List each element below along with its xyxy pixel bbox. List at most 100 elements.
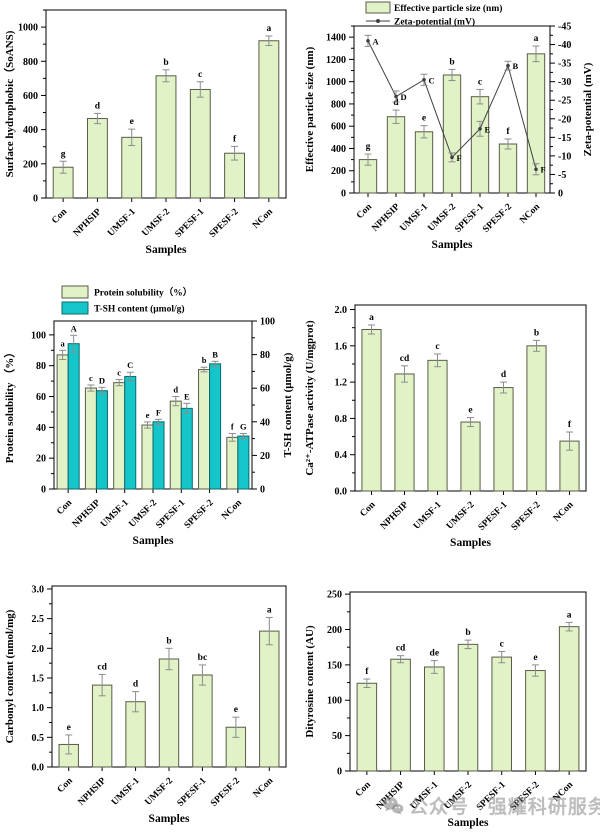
- error-bars: [59, 334, 247, 442]
- bar-Con: [56, 354, 69, 490]
- svg-text:1000: 1000: [326, 77, 346, 88]
- svg-text:e: e: [234, 705, 238, 715]
- svg-text:400: 400: [23, 125, 38, 136]
- svg-text:SPESF-2: SPESF-2: [209, 776, 242, 809]
- svg-text:b: b: [166, 636, 171, 646]
- bar-SPESF-2: [209, 363, 222, 490]
- y-axis-left: 0 50 100 150 200 250: [327, 590, 350, 778]
- svg-text:2.5: 2.5: [32, 614, 45, 625]
- bar-UMSF-2: [141, 424, 154, 490]
- significance-letters: g d e b c f a: [61, 24, 272, 159]
- svg-text:a: a: [267, 605, 272, 615]
- bar-SPESF-1: [493, 387, 514, 492]
- svg-text:200: 200: [23, 159, 38, 170]
- svg-text:1.5: 1.5: [32, 673, 45, 684]
- svg-text:1.0: 1.0: [32, 703, 45, 714]
- svg-text:NCon: NCon: [220, 498, 244, 522]
- svg-text:E: E: [184, 391, 190, 401]
- svg-text:600: 600: [23, 91, 38, 102]
- svg-text:2.0: 2.0: [335, 305, 348, 316]
- bars: [361, 328, 580, 492]
- zeta-line: A D C F E B F: [364, 34, 546, 176]
- svg-text:b: b: [163, 58, 168, 68]
- bars: [356, 626, 580, 772]
- chart-panel-solubility-tsh: 0 20 40 60 80 100 0 20 40 60 80 100 Con NPHSIP UMSF-1 U…: [0, 278, 300, 555]
- svg-text:NCon: NCon: [552, 500, 576, 524]
- svg-text:0: 0: [337, 767, 342, 778]
- svg-text:d: d: [501, 370, 507, 380]
- svg-text:NCon: NCon: [252, 776, 276, 800]
- bars: [56, 343, 250, 490]
- bar-NCon: [259, 630, 280, 768]
- svg-text:UMSF-1: UMSF-1: [409, 780, 441, 812]
- y-axis-label: Protein solubility （%）: [3, 347, 16, 464]
- chart-panel-dityrosine: 0 50 100 150 200 250 Con NPHSIP UMSF-1 UMSF-2 SPES…: [300, 556, 600, 832]
- x-axis-label: Samples: [149, 813, 190, 825]
- svg-text:f: f: [568, 420, 572, 430]
- svg-text:1.2: 1.2: [335, 378, 348, 389]
- bar-SPESF-1: [169, 400, 182, 490]
- bar-NPHSIP: [386, 116, 406, 194]
- svg-text:0: 0: [558, 189, 563, 200]
- chart-panel-ca-atpase: 0.0 0.4 0.8 1.2 1.6 2.0 Con NPHSIP UMSF-1 UMSF-2 S…: [300, 278, 600, 555]
- svg-text:b: b: [534, 328, 539, 338]
- svg-text:80: 80: [36, 361, 46, 372]
- svg-text:c: c: [117, 368, 121, 378]
- zeta-point: [534, 167, 538, 172]
- svg-text:Con: Con: [56, 776, 76, 796]
- svg-text:SPESF-2: SPESF-2: [509, 780, 542, 813]
- error-bars: [59, 35, 273, 174]
- bar-UMSF-1: [424, 666, 445, 772]
- svg-text:0: 0: [341, 189, 346, 200]
- svg-text:C: C: [429, 75, 435, 85]
- svg-text:a: a: [534, 34, 539, 44]
- bar-UMSF-2: [155, 75, 177, 199]
- svg-text:2.0: 2.0: [32, 644, 45, 655]
- svg-text:UMSF-2: UMSF-2: [442, 780, 474, 812]
- bar-NCon: [558, 626, 580, 772]
- svg-text:SPESF-1: SPESF-1: [174, 207, 207, 240]
- svg-text:SPESF-2: SPESF-2: [208, 207, 241, 240]
- y-axis-label-right: T-SH content (μmol/g): [282, 352, 294, 457]
- svg-text:Protein solubility（%）: Protein solubility（%）: [94, 287, 192, 299]
- svg-text:UMSF-2: UMSF-2: [140, 207, 172, 239]
- bar-UMSF-2: [158, 658, 180, 768]
- svg-text:F: F: [541, 165, 546, 175]
- y-axis-left: 0.0 0.5 1.0 1.5 2.0 2.5 3.0: [32, 584, 52, 774]
- svg-text:-40: -40: [558, 40, 571, 51]
- svg-text:60: 60: [260, 384, 270, 395]
- bar-UMSF-1: [427, 359, 448, 492]
- svg-text:0: 0: [260, 485, 265, 496]
- bar-NPHSIP: [390, 658, 411, 772]
- svg-text:d: d: [393, 98, 399, 108]
- svg-text:20: 20: [260, 451, 270, 462]
- zeta-point: [366, 39, 370, 43]
- svg-text:80: 80: [260, 350, 270, 361]
- svg-text:-35: -35: [558, 59, 571, 70]
- y-axis-label-right: Zeta-potential (mV): [582, 62, 594, 156]
- zeta-point: [394, 94, 398, 99]
- bar-SPESF-1: [180, 407, 193, 490]
- significance-letters: a cd c e d b f: [369, 313, 572, 430]
- svg-text:E: E: [485, 124, 491, 134]
- y-axis-label: Dityrosine content (AU): [304, 625, 316, 738]
- svg-text:250: 250: [327, 590, 342, 601]
- error-bars: [368, 324, 573, 451]
- bar-SPESF-2: [525, 670, 546, 772]
- bar-SPESF-1: [189, 88, 211, 199]
- svg-text:cd: cd: [400, 354, 410, 364]
- svg-text:e: e: [130, 117, 134, 127]
- particle-size-zeta-chart: 0 200 400 600 800 1000 1200 1400 0 -5 -10 -15 -20 -25…: [304, 1, 594, 251]
- svg-text:-20: -20: [558, 114, 571, 125]
- bar-NPHSIP: [84, 387, 97, 490]
- svg-text:Zeta-potential (mV): Zeta-potential (mV): [394, 17, 475, 28]
- y-axis-right: 0 20 40 60 80 100: [252, 317, 275, 496]
- svg-text:F: F: [156, 407, 161, 417]
- svg-text:400: 400: [331, 144, 346, 155]
- svg-text:B: B: [212, 349, 218, 359]
- svg-text:NPHSIP: NPHSIP: [370, 202, 402, 234]
